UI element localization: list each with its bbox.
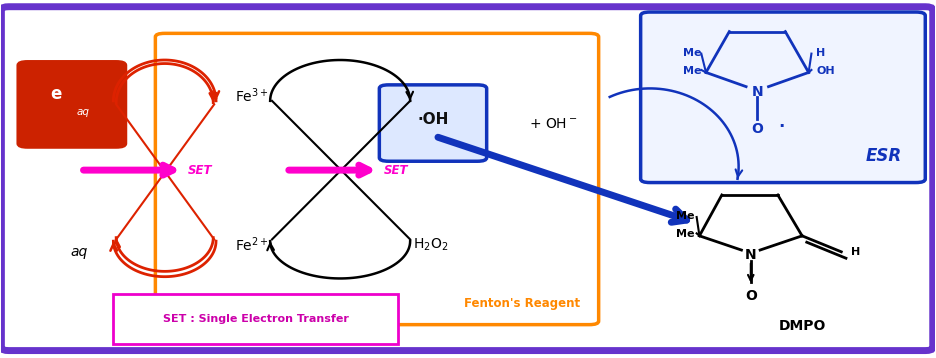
Text: ·: · xyxy=(778,118,784,136)
Text: ·OH: ·OH xyxy=(417,112,448,127)
Text: + OH$^-$: + OH$^-$ xyxy=(529,117,578,131)
FancyBboxPatch shape xyxy=(379,85,487,161)
Text: ESR: ESR xyxy=(866,147,902,165)
Text: Me: Me xyxy=(677,229,695,239)
FancyBboxPatch shape xyxy=(113,294,398,344)
Text: SET : Single Electron Transfer: SET : Single Electron Transfer xyxy=(163,314,348,324)
Text: SET: SET xyxy=(188,164,212,176)
FancyBboxPatch shape xyxy=(18,62,125,147)
Text: aq: aq xyxy=(70,245,87,259)
Text: Fe$^{3+}$: Fe$^{3+}$ xyxy=(235,86,269,105)
Text: N: N xyxy=(745,248,756,262)
FancyBboxPatch shape xyxy=(640,12,926,183)
Text: Me: Me xyxy=(682,66,701,76)
Text: Fe$^{2+}$: Fe$^{2+}$ xyxy=(235,236,269,254)
Text: H: H xyxy=(816,48,826,58)
Text: Me: Me xyxy=(677,211,695,221)
Text: aq: aq xyxy=(77,107,90,116)
Text: DMPO: DMPO xyxy=(779,319,826,333)
Text: SET: SET xyxy=(384,164,408,176)
FancyBboxPatch shape xyxy=(1,7,933,350)
Text: Me: Me xyxy=(682,48,701,58)
Text: O: O xyxy=(752,122,763,136)
Text: OH: OH xyxy=(816,66,835,76)
Text: N: N xyxy=(752,85,763,99)
Text: O: O xyxy=(745,289,756,303)
Text: Fenton's Reagent: Fenton's Reagent xyxy=(464,297,580,310)
Text: e: e xyxy=(50,85,61,103)
Text: H: H xyxy=(851,247,860,257)
Text: H$_2$O$_2$: H$_2$O$_2$ xyxy=(413,237,448,253)
